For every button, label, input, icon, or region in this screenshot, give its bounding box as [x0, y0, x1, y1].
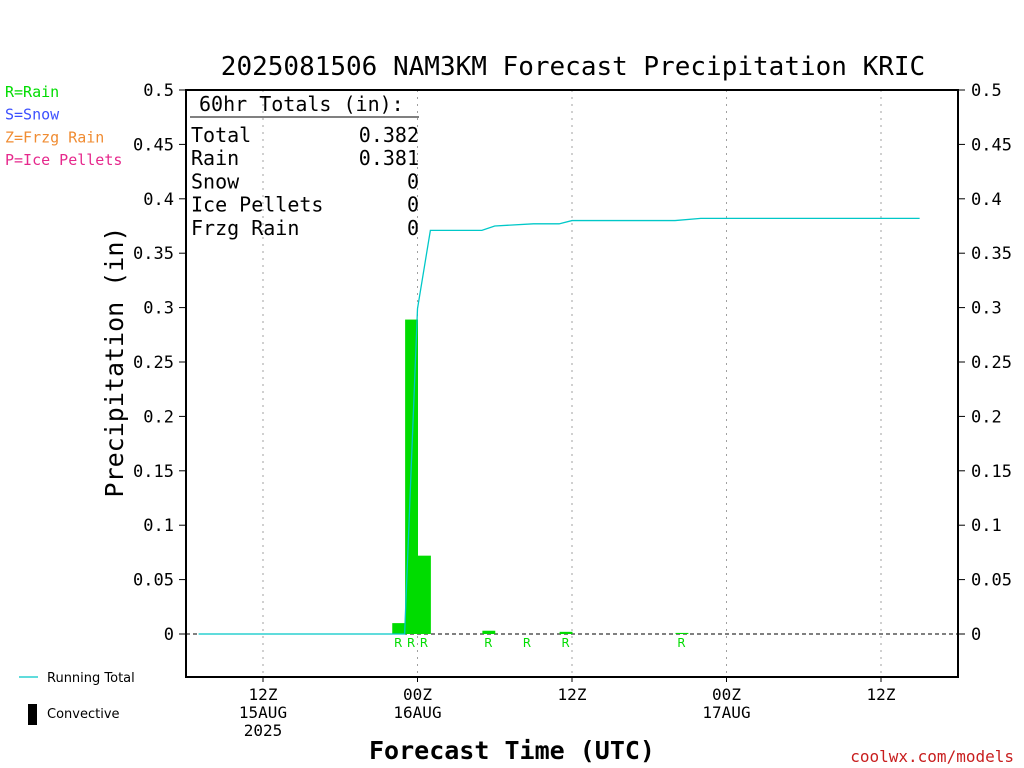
totals-row-value: 0.382	[359, 123, 419, 147]
precip-type-legend: R=Rain S=Snow Z=Frzg Rain P=Ice Pellets	[5, 83, 122, 169]
y-tick-label-left: 0.1	[143, 516, 174, 536]
type-legend-item: R=Rain	[5, 83, 59, 101]
chart-title: 2025081506 NAM3KM Forecast Precipitation…	[221, 52, 925, 82]
type-legend-item: Z=Frzg Rain	[5, 128, 104, 146]
precip-type-mark: R	[394, 636, 402, 650]
precip-type-mark: R	[561, 636, 569, 650]
series-legend: Running Total Convective	[19, 671, 135, 725]
y-tick-label-left: 0.35	[133, 244, 174, 264]
y-tick-label-right: 0.05	[971, 571, 1012, 591]
x-tick-label: 15AUG	[239, 703, 287, 722]
x-tick-label: 12Z	[558, 685, 587, 704]
totals-row-label: Frzg Rain	[191, 216, 299, 240]
y-tick-label-right: 0.2	[971, 407, 1002, 427]
y-tick-label-right: 0.1	[971, 516, 1002, 536]
type-legend-item: S=Snow	[5, 106, 60, 124]
y-axis-label: Precipitation (in)	[100, 227, 129, 498]
totals-row-value: 0	[407, 169, 419, 193]
y-tick-label-right: 0.3	[971, 299, 1002, 319]
precip-bar	[559, 631, 573, 634]
y-tick-label-right: 0.25	[971, 353, 1012, 373]
y-tick-label-right: 0.15	[971, 462, 1012, 482]
x-tick-label: 2025	[244, 721, 283, 740]
totals-row-label: Total	[191, 123, 251, 147]
totals-header: 60hr Totals (in):	[199, 92, 404, 116]
precip-type-mark: R	[484, 636, 492, 650]
y-tick-label-left: 0.25	[133, 353, 174, 373]
y-tick-label-left: 0.5	[143, 81, 174, 101]
y-tick-label-right: 0.45	[971, 135, 1012, 155]
y-tick-label-left: 0.45	[133, 135, 174, 155]
totals-row-label: Snow	[191, 169, 240, 193]
y-tick-label-left: 0.05	[133, 571, 174, 591]
totals-row-label: Ice Pellets	[191, 193, 323, 217]
precip-bar	[418, 555, 431, 634]
y-tick-label-left: 0.3	[143, 299, 174, 319]
y-tick-label-right: 0.4	[971, 190, 1002, 210]
y-tick-label-left: 0.15	[133, 462, 174, 482]
x-tick-label: 12Z	[867, 685, 896, 704]
totals-row-value: 0.381	[359, 146, 419, 170]
precip-bar	[675, 632, 689, 634]
y-tick-label-left: 0.2	[143, 407, 174, 427]
x-tick-label: 00Z	[712, 685, 741, 704]
precip-type-mark: R	[523, 636, 531, 650]
y-tick-label-left: 0.4	[143, 190, 174, 210]
precip-type-mark: R	[677, 636, 685, 650]
running-total-line	[198, 217, 920, 635]
y-tick-label-right: 0.5	[971, 81, 1002, 101]
type-legend-item: P=Ice Pellets	[5, 151, 122, 169]
precip-bar	[392, 623, 406, 634]
precip-bar	[482, 630, 496, 634]
totals-row-label: Rain	[191, 146, 239, 170]
convective-legend-swatch	[28, 704, 37, 725]
footer-credit: coolwx.com/models	[850, 747, 1014, 766]
x-tick-label: 00Z	[403, 685, 432, 704]
y-tick-label-right: 0.35	[971, 244, 1012, 264]
series-legend-label: Running Total	[47, 671, 135, 686]
x-tick-label: 17AUG	[702, 703, 750, 722]
x-tick-label: 16AUG	[393, 703, 441, 722]
x-tick-label: 12Z	[249, 685, 278, 704]
y-tick-label-left: 0	[164, 625, 174, 645]
totals-row-value: 0	[407, 193, 419, 217]
y-tick-label-right: 0	[971, 625, 981, 645]
x-axis-label: Forecast Time (UTC)	[369, 736, 655, 765]
totals-row-value: 0	[407, 216, 419, 240]
series-legend-label: Convective	[47, 707, 120, 722]
precip-type-mark: R	[420, 636, 428, 650]
precip-type-mark: R	[407, 636, 415, 650]
